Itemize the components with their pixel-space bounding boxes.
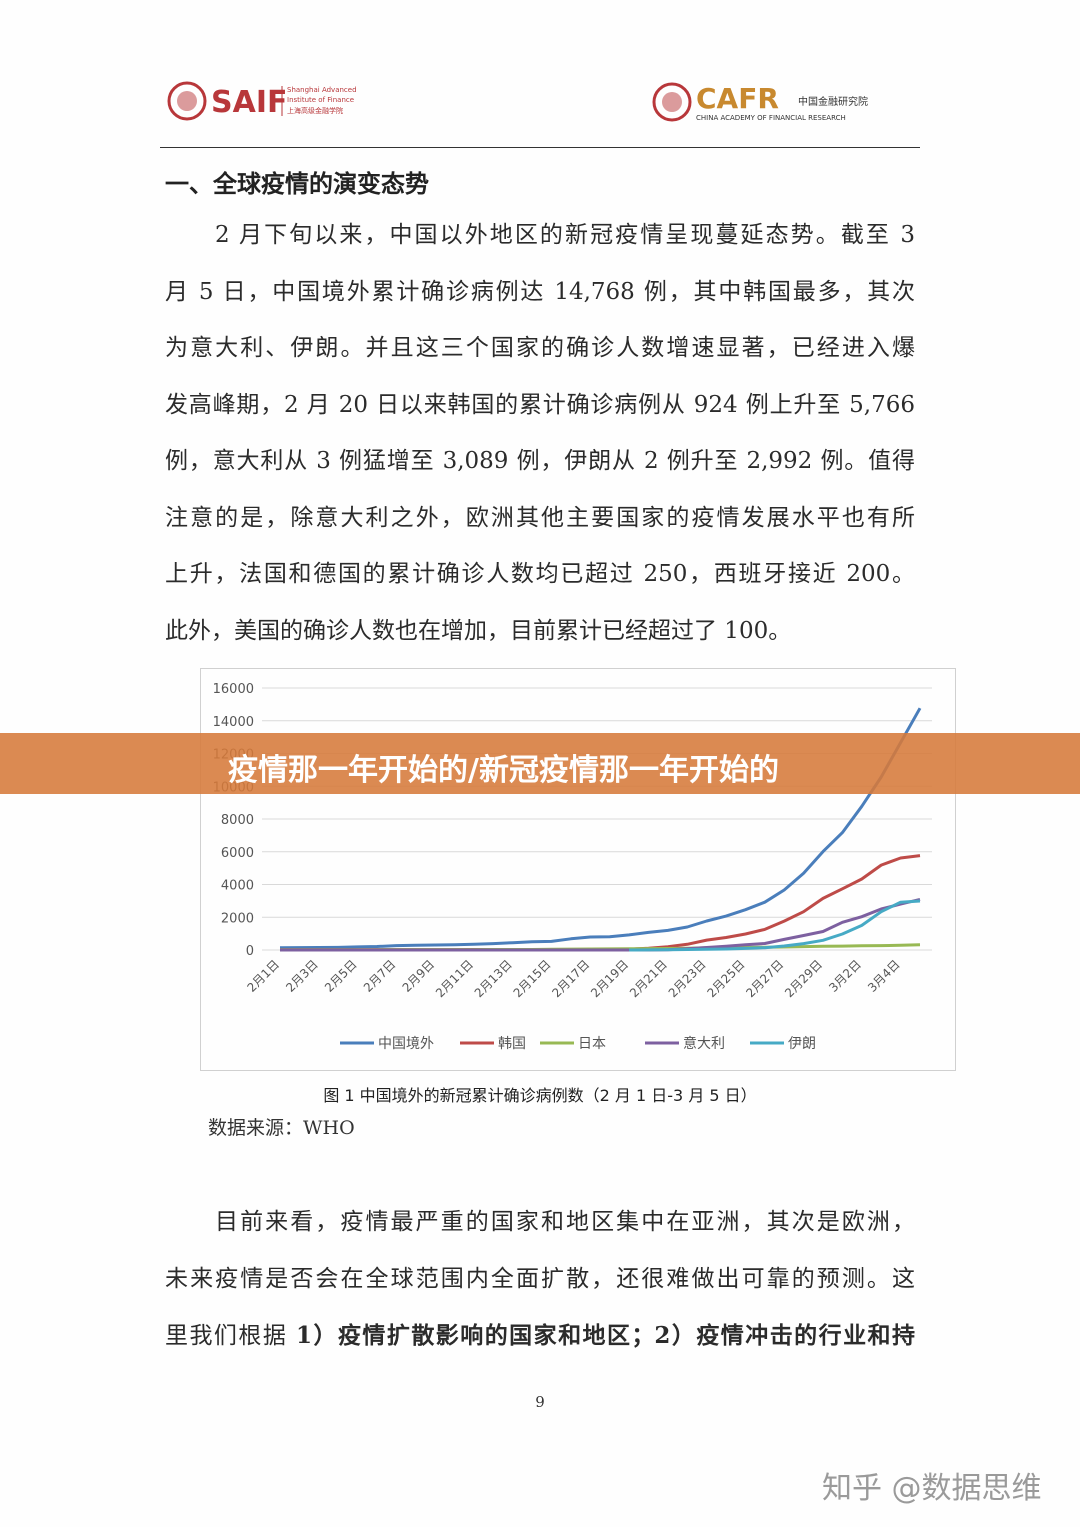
x-tick-label: 2月17日 <box>549 957 592 1000</box>
logo-sub: CHINA ACADEMY OF FINANCIAL RESEARCH <box>696 114 846 122</box>
figure-caption: 图 1 中国境外的新冠累计确诊病例数（2 月 1 日-3 月 5 日） <box>323 1086 757 1105</box>
x-tick-label: 2月13日 <box>472 957 515 1000</box>
text-line: 例，意大利从 3 例猛增至 3,089 例，伊朗从 2 例升至 2,992 例。… <box>165 448 915 474</box>
data-line <box>280 897 921 952</box>
x-tick-label: 2月11日 <box>433 957 476 1000</box>
y-tick-label: 4000 <box>221 879 254 894</box>
x-tick-label: 2月1日 <box>244 957 282 995</box>
text-span: 未来疫情是否会在全球范围内全面扩散，还很难做出可靠的预测。这 <box>165 1266 915 1292</box>
legend-label: 伊朗 <box>788 1036 816 1052</box>
text-line: 此外，美国的确诊人数也在增加，目前累计已经超过了 100。 <box>165 617 792 644</box>
text-span: 目前来看，疫情最严重的国家和地区集中在亚洲，其次是欧洲， <box>215 1209 915 1235</box>
x-tick-label: 2月21日 <box>627 957 670 1000</box>
x-tick-label: 3月4日 <box>865 957 903 995</box>
text-line: 上升，法国和德国的累计确诊人数均已超过 250，西班牙接近 200。 <box>165 561 915 587</box>
y-tick-label: 6000 <box>221 846 254 861</box>
logo-text: SAIF <box>211 85 287 120</box>
text-line: 2 月下旬以来，中国以外地区的新冠疫情呈现蔓延态势。截至 3 <box>215 222 915 248</box>
text-line: 未来疫情是否会在全球范围内全面扩散，还很难做出可靠的预测。这 <box>165 1264 915 1294</box>
source-note: 数据来源：WHO <box>208 1117 355 1139</box>
x-tick-label: 2月29日 <box>782 957 825 1000</box>
x-tick-label: 2月5日 <box>322 957 360 995</box>
x-tick-label: 2月23日 <box>666 957 709 1000</box>
chart-frame <box>200 668 956 1071</box>
legend-label: 日本 <box>578 1036 606 1052</box>
x-tick-label: 2月27日 <box>743 957 786 1000</box>
emphasis: 1）疫情扩散影响的国家和地区；2）疫情冲击的行业和持 <box>296 1322 915 1349</box>
text-span: 里我们根据 <box>165 1323 297 1349</box>
text-line: 注意的是，除意大利之外，欧洲其他主要国家的疫情发展水平也有所 <box>165 504 915 531</box>
y-tick-label: 16000 <box>213 682 254 697</box>
section-heading: 一、全球疫情的演变态势 <box>165 169 429 198</box>
logo-cn: 中国金融研究院 <box>798 95 868 108</box>
cafr-logo: CAFR 中国金融研究院 CHINA ACADEMY OF FINANCIAL … <box>652 82 868 122</box>
x-tick-label: 2月19日 <box>588 957 631 1000</box>
y-tick-label: 14000 <box>213 715 254 730</box>
header-rule <box>160 147 920 148</box>
text-line: 目前来看，疫情最严重的国家和地区集中在亚洲，其次是欧洲， <box>215 1207 915 1237</box>
title-banner: 疫情那一年开始的/新冠疫情那一年开始的 <box>0 733 1080 794</box>
logo-text: CAFR <box>696 82 779 115</box>
page-number: 9 <box>535 1393 545 1411</box>
saif-logo: SAIF Shanghai Advanced Institute of Fina… <box>167 81 357 121</box>
y-tick-label: 2000 <box>221 911 254 926</box>
x-tick-label: 3月2日 <box>826 957 864 995</box>
x-tick-label: 2月9日 <box>400 957 438 995</box>
y-tick-label: 8000 <box>221 813 254 828</box>
data-line <box>279 707 922 950</box>
legend-label: 韩国 <box>498 1036 526 1052</box>
logo-sub: Shanghai Advanced <box>287 86 357 94</box>
logo-sub: Institute of Finance <box>287 96 354 104</box>
text-line: 月 5 日，中国境外累计确诊病例达 14,768 例，其中韩国最多，其次 <box>165 278 915 305</box>
x-tick-label: 2月7日 <box>361 957 399 995</box>
data-line <box>629 899 921 952</box>
x-tick-label: 2月3日 <box>283 957 321 995</box>
legend-label: 中国境外 <box>378 1036 434 1052</box>
legend-label: 意大利 <box>683 1035 725 1052</box>
text-line: 里我们根据 1）疫情扩散影响的国家和地区；2）疫情冲击的行业和持 <box>165 1321 915 1351</box>
x-tick-label: 2月25日 <box>705 957 748 1000</box>
watermark: 知乎 @数据思维 <box>822 1471 1042 1506</box>
y-tick-label: 0 <box>246 944 254 959</box>
banner-title: 疫情那一年开始的/新冠疫情那一年开始的 <box>228 753 779 788</box>
x-tick-label: 2月15日 <box>511 957 554 1000</box>
text-line: 为意大利、伊朗。并且这三个国家的确诊人数增速显著，已经进入爆 <box>165 335 915 361</box>
text-line: 发高峰期，2 月 20 日以来韩国的累计确诊病例从 924 例上升至 5,766 <box>165 391 915 418</box>
logo-sub: 上海高级金融学院 <box>287 106 343 115</box>
